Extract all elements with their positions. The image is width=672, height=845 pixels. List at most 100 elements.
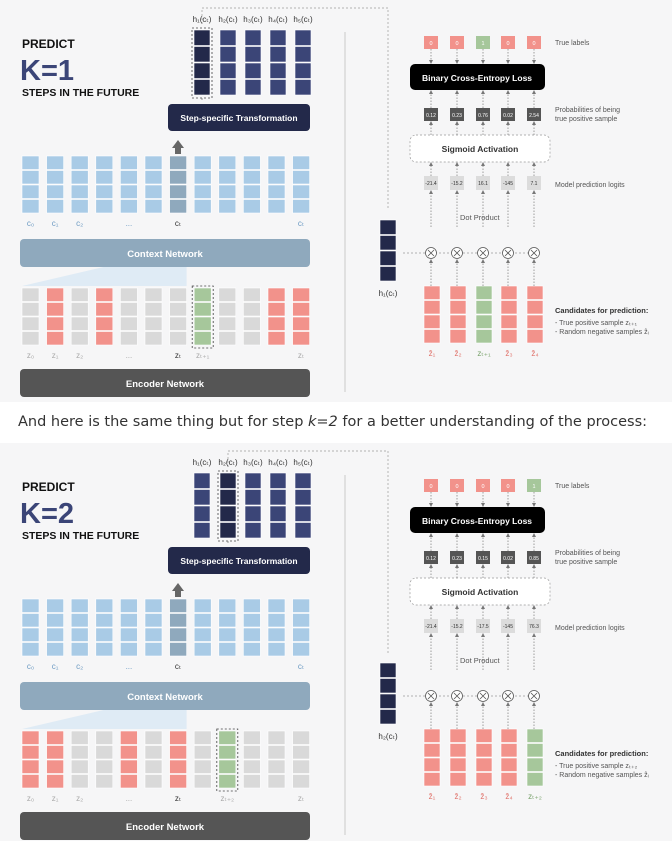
h-column-cell [244,62,262,79]
candidate-column-cell [449,743,467,758]
h-column [191,27,213,99]
z-column-cell [218,302,237,317]
z-column-cell [144,287,163,302]
multiply-icon-cross [479,692,487,700]
h-column-cell [219,489,237,506]
z-column-cell [95,745,114,760]
c-column-cell [267,155,286,170]
z-column-cell [144,331,163,346]
c-column-cell [70,642,89,657]
candidate-arrow-head [455,259,459,263]
prob-value: 0.76 [478,113,488,119]
label-arrow-head [532,503,536,507]
z-column-cell [193,331,212,346]
prob-in-arrow-head [532,121,536,125]
legend-prob-line2: true positive sample [555,559,617,566]
c-column-cell [46,642,64,657]
c-column-cell [144,598,163,613]
multiply-icon-cross [453,249,461,257]
candidate-column-cell [423,772,441,787]
c-column-cell [70,155,89,170]
logit-in-arrow-head [532,190,536,194]
h-column-cell [269,472,287,489]
z-column-cell [169,316,187,331]
z-label: z₂ [76,351,83,360]
candidate-arrow-head [481,259,485,263]
c-column-cell [120,627,138,642]
z-column-cell [46,331,64,346]
true-label-box [501,36,515,49]
z-column-cell [243,331,261,346]
z-column-cell [169,774,187,789]
candidate-label: ẑ₄ [505,792,512,801]
c-label: c₀ [27,662,34,671]
prob-value: 0.02 [503,556,513,562]
z-column-cell [21,759,40,774]
c-column-cell [95,642,114,657]
candidate-column-cell [449,314,467,329]
multiply-icon-cross [530,692,538,700]
prob-in-arrow-head [429,564,433,568]
c-column [46,155,64,214]
h-column [244,29,262,96]
candidate-arrow-head [506,702,510,706]
z-column-cell [243,759,261,774]
true-label-value: 0 [532,41,535,47]
c-column-cell [292,184,310,199]
prob-arrow-head [455,533,459,537]
z-column [144,287,163,346]
c-label: c₁ [52,662,59,671]
c-column-cell [95,155,114,170]
z-column-cell [218,774,237,789]
up-arrow-icon [172,583,184,597]
candidate-column-cell [475,314,493,329]
c-column-cell [70,627,89,642]
h-column-cell [244,79,262,96]
true-label-box [424,479,438,492]
true-label-value: 0 [481,484,484,490]
c-label: cₜ [175,219,181,228]
candidate-column-cell [526,743,544,758]
k-value: K=2 [20,498,74,530]
label-arrow-head [481,503,485,507]
h-column [269,29,287,96]
c-column [169,598,187,657]
z-column-cell [95,331,114,346]
logit-box [424,176,438,190]
z-column [267,730,286,789]
candidate-column-cell [423,743,441,758]
c-column-cell [292,613,310,628]
candidate-column [500,728,518,787]
h-column-cell [244,29,262,46]
z-column [216,728,239,792]
candidate-label: ẑ₄ [531,349,538,358]
z-column-cell [70,331,89,346]
logit-arrow-head [506,605,510,609]
c-column-cell [21,642,40,657]
c-column-cell [95,627,114,642]
prob-box [501,108,515,121]
z-label: z₁ [52,351,59,360]
prob-box [450,551,464,564]
z-column-cell [70,730,89,745]
encoder-network-box [20,369,310,397]
logit-box [527,619,541,633]
h-column-cell [193,79,211,96]
c-column-cell [169,184,187,199]
z-column-cell [46,730,64,745]
z-column-cell [21,745,40,760]
c-column-cell [46,199,64,214]
z-column-cell [144,774,163,789]
c-column [292,155,310,214]
c-column-cell [169,598,187,613]
z-column-cell [120,745,138,760]
z-column-cell [70,287,89,302]
h-column-cell [219,29,237,46]
label-arrow-head [455,60,459,64]
candidate-column-cell [449,757,467,772]
h-column-cell [244,46,262,63]
candidate-column-cell [500,772,518,787]
logit-box [450,176,464,190]
prob-box [476,551,490,564]
z-column-cell [169,302,187,317]
